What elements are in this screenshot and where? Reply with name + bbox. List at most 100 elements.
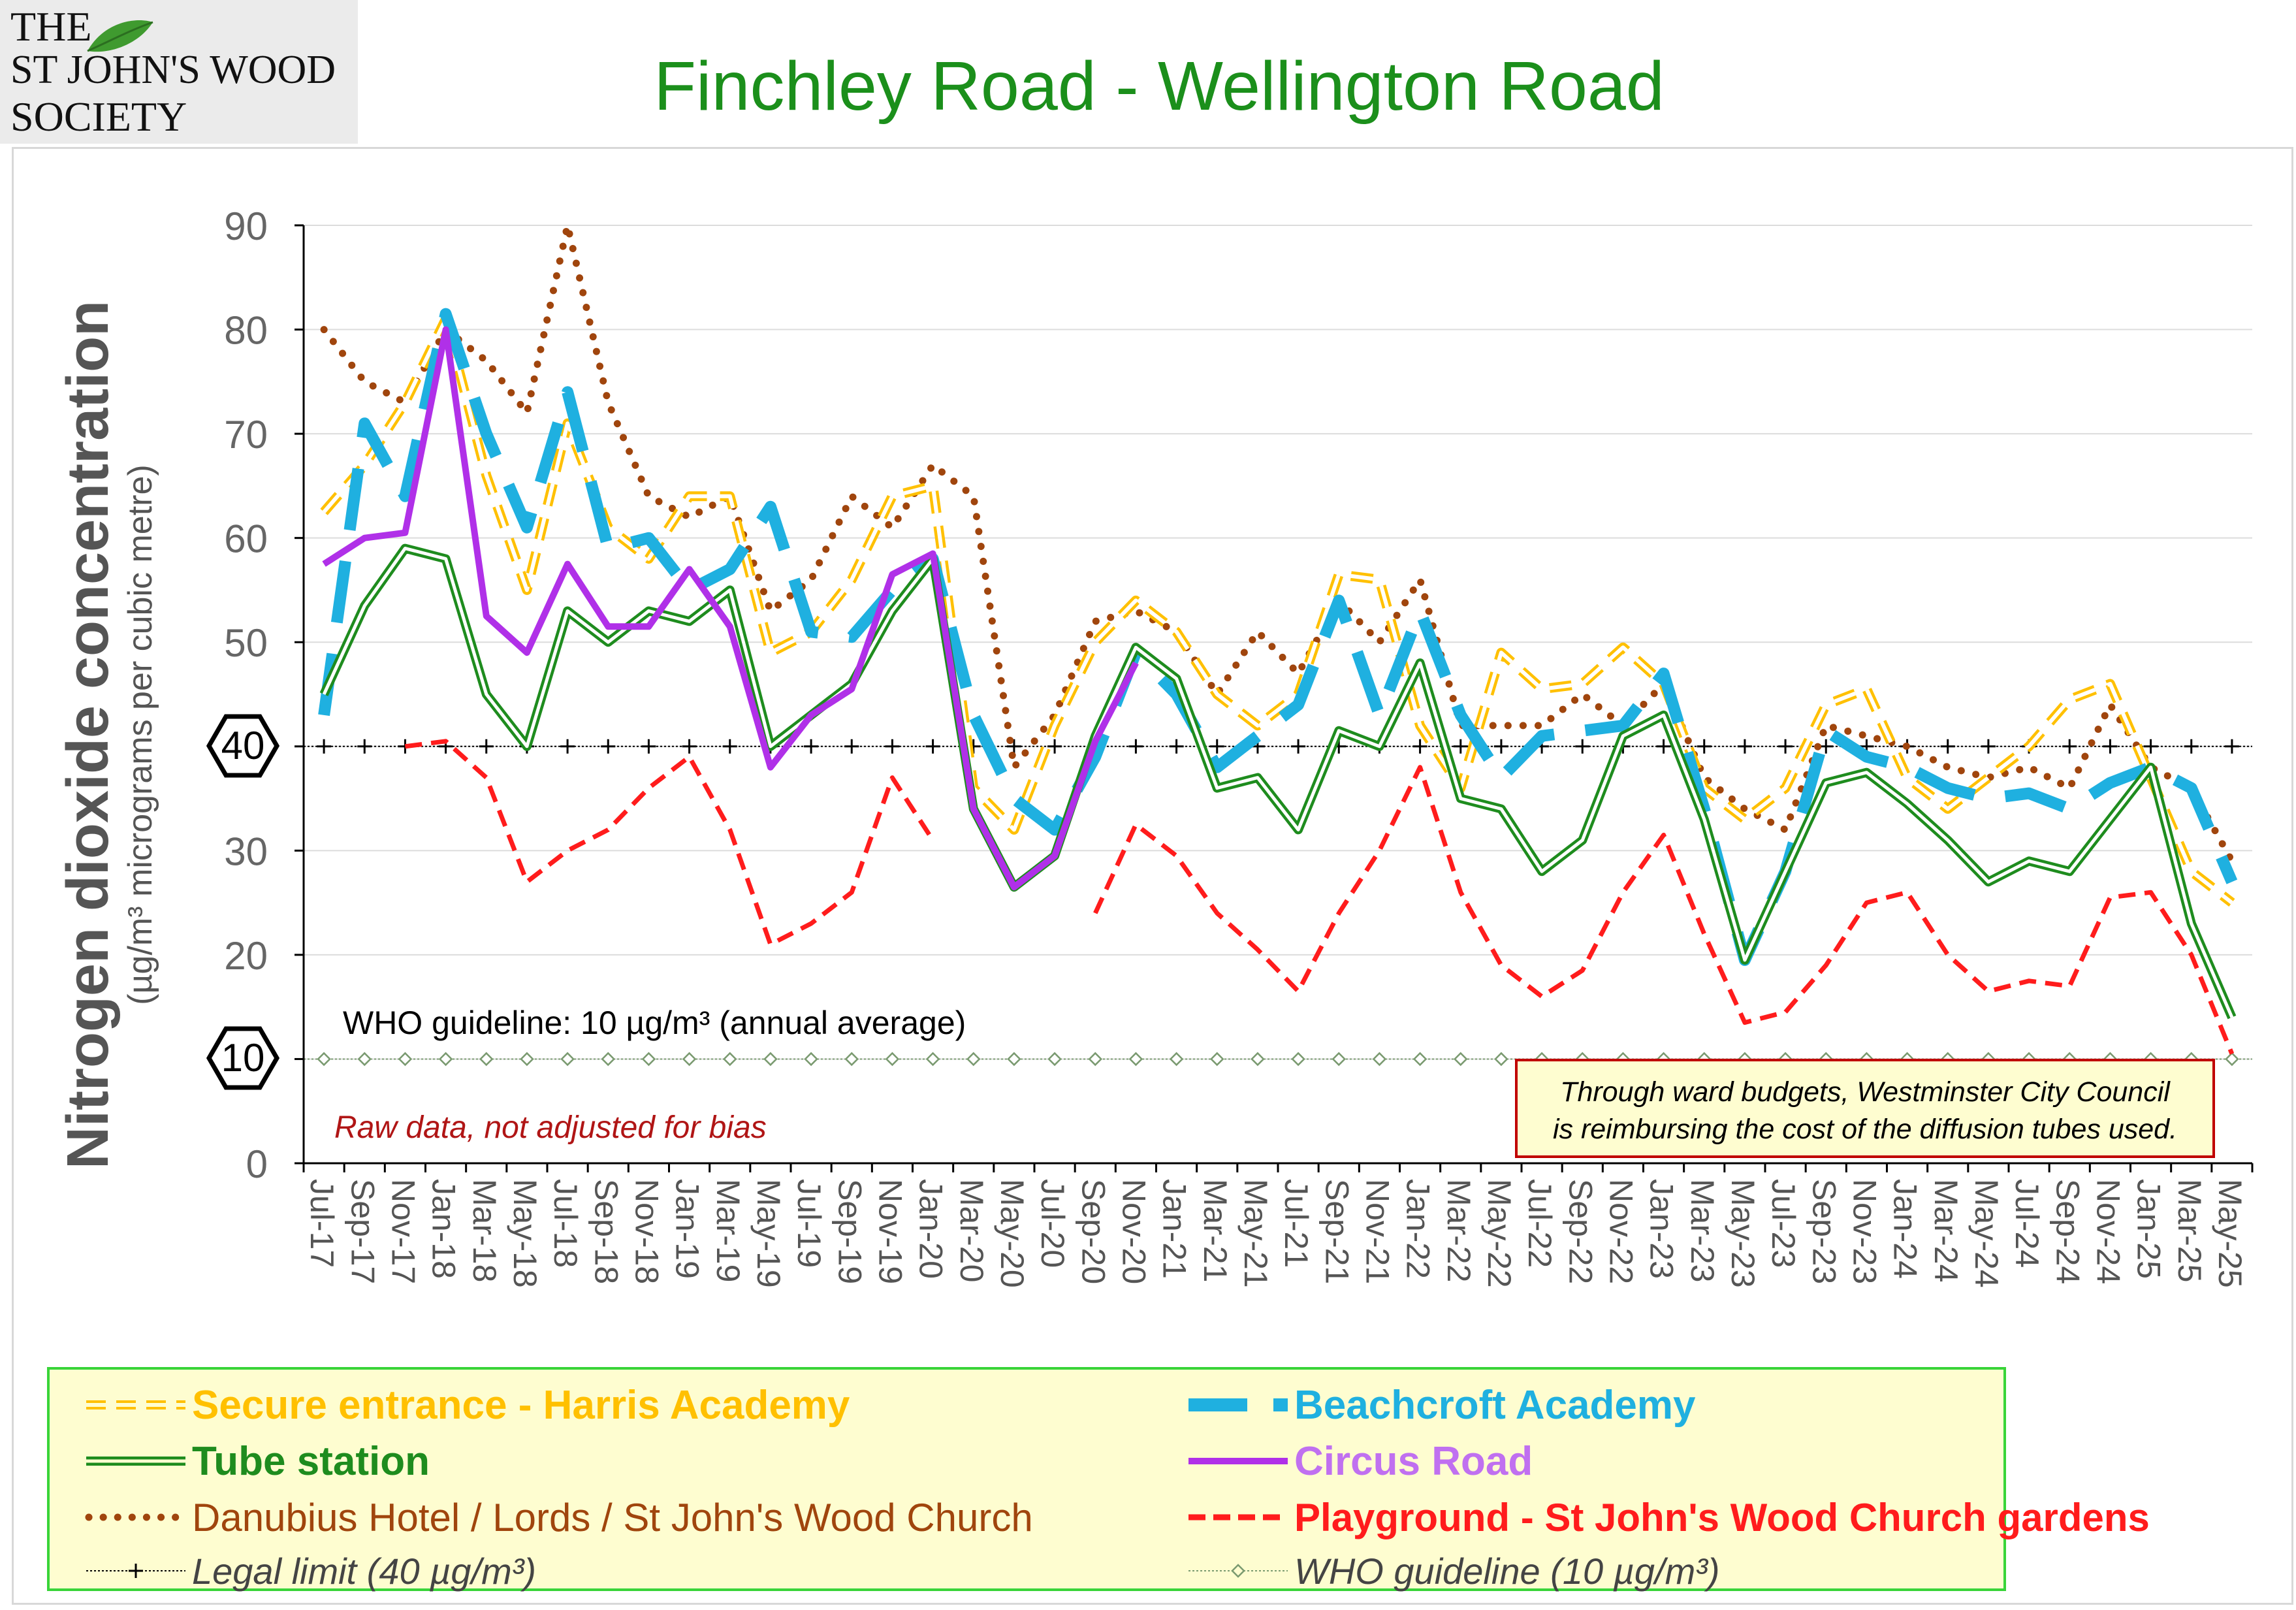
hexagon-40-label: 40	[221, 724, 265, 767]
y-tick-label: 80	[224, 309, 268, 353]
reference-marker	[2143, 739, 2158, 754]
x-tick-label: May-19	[750, 1179, 787, 1288]
reference-marker	[1047, 739, 1062, 754]
x-tick-label: Nov-20	[1115, 1179, 1152, 1284]
hexagon-40-badge: 40	[206, 714, 280, 778]
reference-marker	[1778, 739, 1793, 754]
reference-marker	[804, 739, 819, 754]
reference-marker	[1209, 739, 1224, 754]
x-tick-label: Mar-20	[953, 1179, 990, 1282]
x-tick-label: Jul-17	[304, 1179, 340, 1268]
legend-label-circus: Circus Road	[1294, 1438, 1533, 1484]
x-tick-label: Jul-20	[1034, 1179, 1071, 1268]
y-tick-label: 90	[224, 204, 268, 248]
reference-marker	[641, 739, 656, 754]
x-tick-label: Jan-25	[2131, 1179, 2167, 1279]
legend-swatch-legal-limit	[86, 1564, 185, 1578]
x-tick-label: Mar-24	[1928, 1179, 1964, 1282]
y-tick-label: 30	[224, 829, 268, 873]
y-tick-labels: 0 20 30 50 60 70 80 90	[224, 204, 268, 1186]
x-tick-label: Jan-21	[1156, 1179, 1193, 1279]
x-tick-label: May-18	[507, 1179, 543, 1288]
reference-marker	[1088, 1052, 1103, 1067]
reference-marker	[966, 1052, 981, 1067]
legend-swatch-beachcroft	[1188, 1398, 1288, 1411]
reference-marker	[925, 739, 940, 754]
y-tick-label: 0	[246, 1142, 268, 1186]
x-tick-label: Jul-21	[1278, 1179, 1315, 1268]
series-line-3	[322, 326, 1139, 891]
legend-item-playground: Playground - St John's Wood Church garde…	[1186, 1491, 2150, 1543]
reference-marker	[438, 1052, 453, 1067]
reference-marker	[1251, 1052, 1265, 1067]
reference-marker	[2103, 739, 2118, 754]
reference-marker	[722, 1052, 737, 1067]
x-tick-label: May-20	[994, 1179, 1030, 1288]
x-tick-label: Jan-22	[1400, 1179, 1437, 1279]
x-tick-label: Mar-18	[466, 1179, 503, 1282]
reference-marker	[560, 739, 575, 754]
x-tick-label: Nov-23	[1846, 1179, 1883, 1284]
reference-marker	[1372, 1052, 1387, 1067]
reference-marker	[844, 1052, 859, 1067]
reference-marker	[804, 1052, 818, 1067]
reference-marker	[1575, 739, 1590, 754]
x-tick-label: Jul-23	[1765, 1179, 1802, 1268]
x-tick-label: May-21	[1237, 1179, 1274, 1288]
reference-marker	[885, 739, 900, 754]
reference-marker	[1006, 739, 1021, 754]
reference-marker	[560, 1052, 575, 1067]
x-tick-label: Jul-19	[791, 1179, 827, 1268]
reference-marker	[1007, 1052, 1021, 1067]
leaf-logo-icon	[87, 20, 153, 52]
logo-line-1: THE	[10, 3, 92, 50]
reference-marker	[641, 1052, 656, 1067]
legend-swatch-playground	[1188, 1514, 1288, 1521]
series-line-1	[318, 308, 2238, 966]
reference-marker	[1697, 739, 1712, 754]
x-tick-label: Nov-17	[385, 1179, 421, 1284]
legend-label-harris: Secure entrance - Harris Academy	[192, 1382, 850, 1428]
x-tick-label: May-23	[1725, 1179, 1761, 1288]
x-tick-label: Nov-24	[2090, 1179, 2126, 1284]
hexagon-10-label: 10	[221, 1036, 265, 1080]
x-tick-label: Sep-18	[588, 1179, 624, 1284]
reference-marker	[1169, 739, 1184, 754]
reference-marker	[1169, 1052, 1184, 1067]
reference-marker	[1209, 1052, 1224, 1067]
reference-marker	[479, 739, 494, 754]
x-tick-label: Jul-24	[2009, 1179, 2045, 1268]
x-tick-label: Sep-17	[344, 1179, 381, 1284]
reference-marker	[1047, 1052, 1062, 1067]
reference-marker	[357, 1052, 372, 1067]
x-tick-label: Mar-22	[1441, 1179, 1477, 1282]
reference-marker	[2224, 739, 2239, 754]
x-tick-label: May-22	[1481, 1179, 1518, 1288]
reference-marker	[1940, 739, 1955, 754]
reference-marker	[844, 739, 859, 754]
reference-marker	[601, 1052, 616, 1067]
reimbursement-note-box: Through ward budgets, Westminster City C…	[1515, 1059, 2215, 1158]
reference-marker	[1493, 739, 1508, 754]
reference-marker	[317, 739, 332, 754]
x-tick-label: Nov-22	[1602, 1179, 1639, 1284]
x-tick-label: Jan-24	[1887, 1179, 1924, 1279]
reference-marker	[1291, 1052, 1305, 1067]
x-tick-label: Mar-21	[1197, 1179, 1234, 1282]
legend-item-who: WHO guideline (10 µg/m³)	[1186, 1545, 1720, 1597]
legend-swatch-harris	[86, 1400, 185, 1409]
reference-marker	[1656, 739, 1671, 754]
x-tick-labels: Jul-17 Sep-17 Nov-17 Jan-18 Mar-18 May-18 Jul-…	[304, 1179, 2248, 1288]
legend-label-tube: Tube station	[192, 1438, 430, 1484]
legend-swatch-danubius	[85, 1513, 188, 1521]
reference-marker	[2062, 739, 2077, 754]
who-guideline-label: WHO guideline: 10 µg/m³ (annual average)	[343, 1005, 966, 1041]
legend-label-beachcroft: Beachcroft Academy	[1294, 1382, 1696, 1428]
x-tick-label: Sep-21	[1318, 1179, 1355, 1284]
x-tick-label: Sep-23	[1806, 1179, 1842, 1284]
x-tick-label: Jul-22	[1522, 1179, 1558, 1268]
x-tick-label: Sep-19	[831, 1179, 868, 1284]
reference-marker	[479, 1052, 494, 1067]
y-axis-title: Nitrogen dioxide concentration	[56, 300, 121, 1169]
logo-line-3: SOCIETY	[10, 93, 187, 140]
